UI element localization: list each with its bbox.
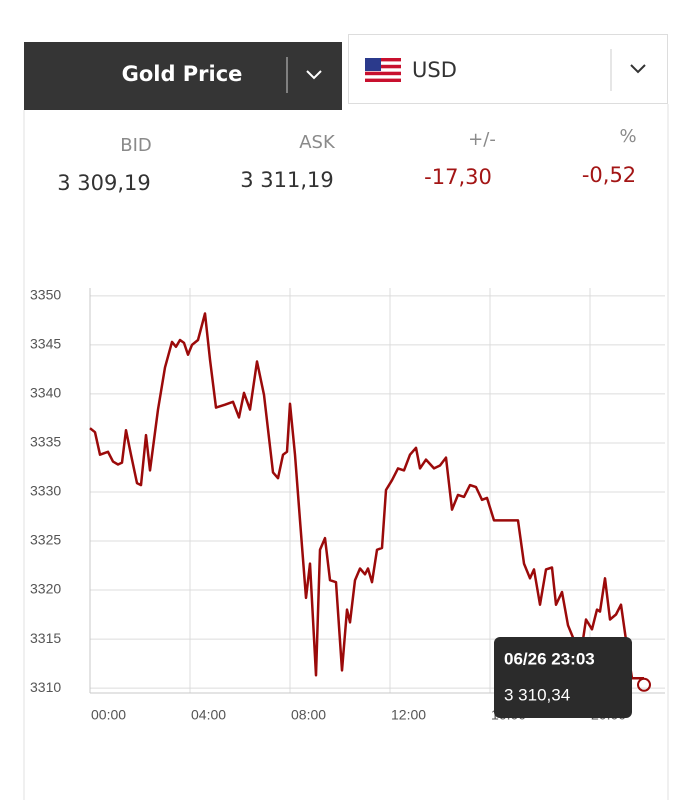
y-tick-label: 3330 <box>30 483 61 499</box>
y-tick-label: 3350 <box>30 287 61 303</box>
y-tick-label: 3325 <box>30 532 61 548</box>
instrument-select[interactable]: Gold Price <box>24 42 342 110</box>
tooltip-box <box>494 637 632 718</box>
tooltip-value: 3 310,34 <box>504 685 570 704</box>
quote-value: 3 309,19 <box>57 171 151 195</box>
tooltip-title: 06/26 23:03 <box>504 649 595 668</box>
x-tick-label: 00:00 <box>91 707 126 723</box>
quote-value: -17,30 <box>424 165 492 189</box>
instrument-title: Gold Price <box>122 62 243 86</box>
x-tick-label: 12:00 <box>391 707 426 723</box>
y-tick-label: 3340 <box>30 385 61 401</box>
currency-select[interactable]: USD <box>348 34 668 104</box>
price-chart: 3310 3315 3320 3325 3330 3335 3340 3345 3350 00:0… <box>30 287 665 723</box>
y-tick-label: 3310 <box>30 679 61 695</box>
currency-label: USD <box>412 58 457 82</box>
quote-label: +/- <box>468 129 496 150</box>
x-tick-label: 08:00 <box>291 707 326 723</box>
currency-button[interactable] <box>348 34 668 104</box>
hover-point <box>637 677 651 692</box>
instrument-button[interactable] <box>24 42 342 110</box>
y-tick-label: 3315 <box>30 630 61 646</box>
y-tick-label: 3320 <box>30 581 61 597</box>
y-tick-label: 3335 <box>30 434 61 450</box>
quote-label: BID <box>120 135 152 156</box>
us-flag <box>365 58 401 82</box>
chevron <box>306 70 322 80</box>
tooltip: 06/26 23:03 3 310,34 <box>494 637 632 718</box>
quote-label: % <box>619 126 636 147</box>
quote-value: -0,52 <box>582 163 636 187</box>
chevron <box>630 64 646 74</box>
x-tick-label: 04:00 <box>191 707 226 723</box>
quotes: BID ASK +/- % 3 309,19 3 311,19 -17,30 -… <box>57 126 636 195</box>
price-line <box>89 312 644 680</box>
y-tick-label: 3345 <box>30 336 61 352</box>
quote-value: 3 311,19 <box>240 168 334 192</box>
quote-label: ASK <box>299 132 336 153</box>
